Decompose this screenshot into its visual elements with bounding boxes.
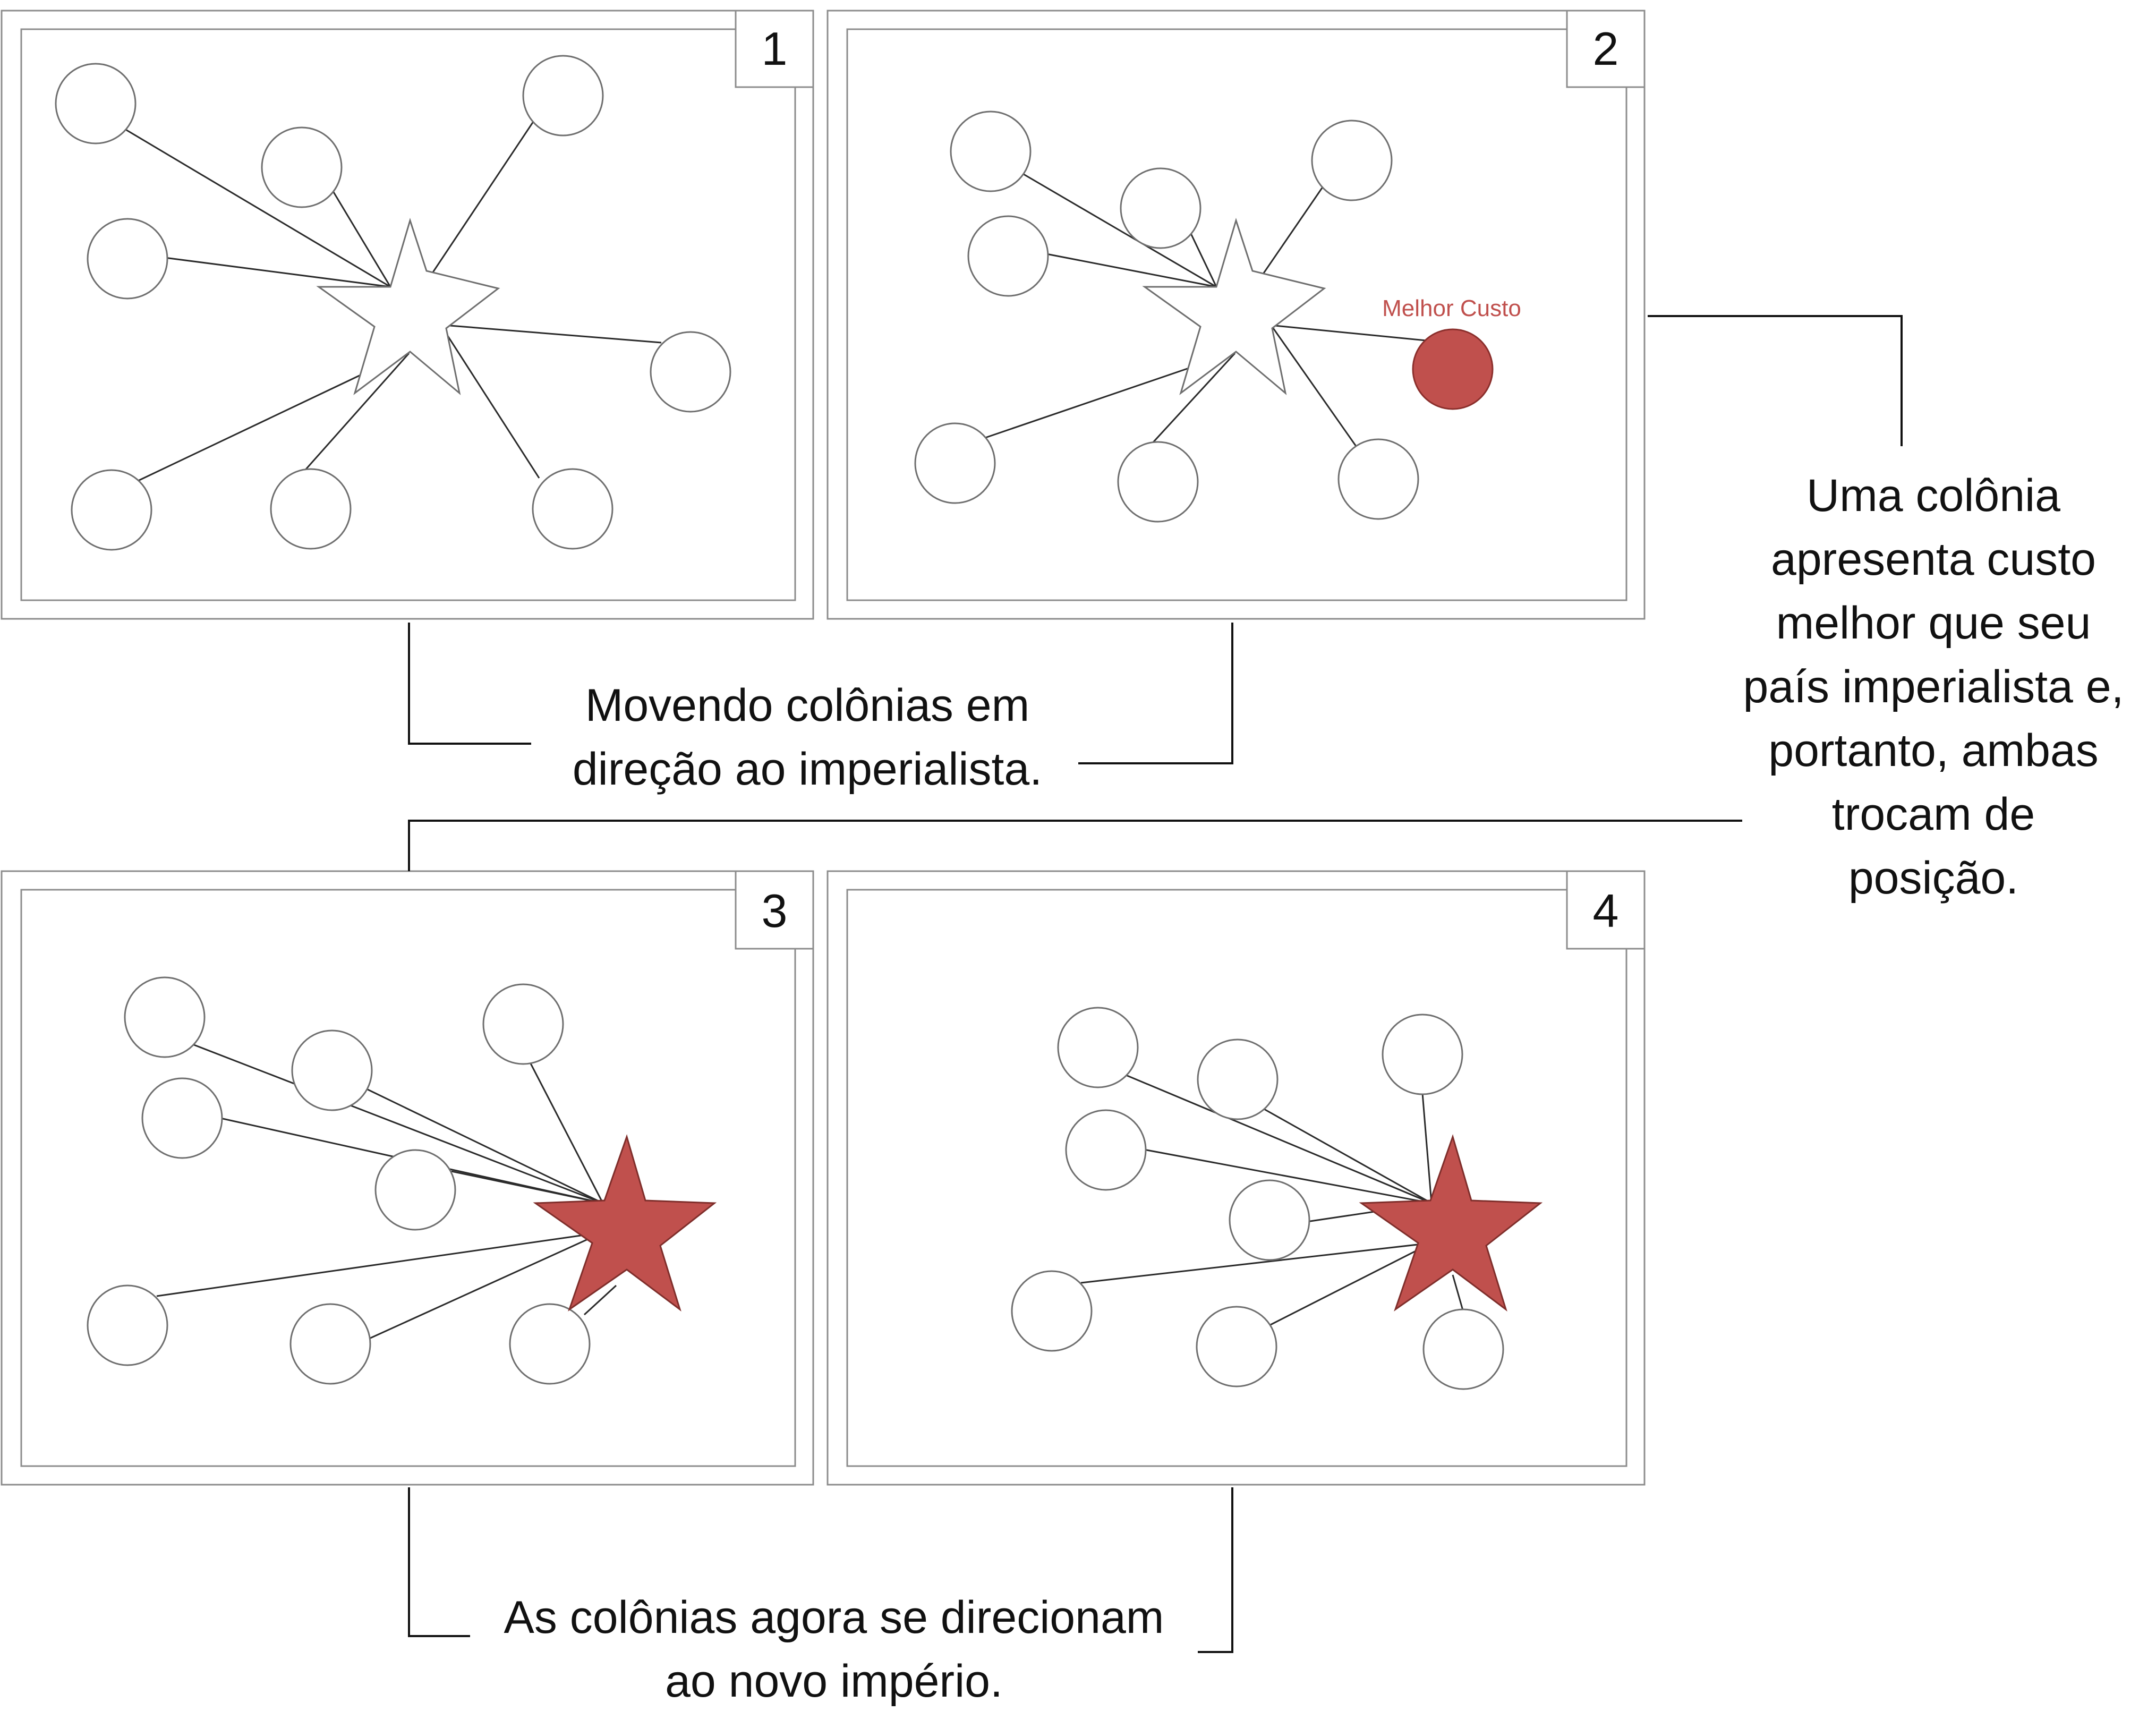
caption-new-empire-line-2: ao novo império. — [665, 1656, 1003, 1707]
panel-4-links — [1080, 1073, 1464, 1329]
panel-3: 3 — [1, 870, 814, 1486]
circle-icon — [1311, 120, 1393, 201]
caption-swap-line-5: portanto, ambas — [1768, 725, 2099, 776]
caption-swap-line-6: trocam de — [1831, 789, 2035, 840]
circle-icon — [71, 469, 152, 551]
circle-icon — [1117, 441, 1199, 523]
circle-icon — [291, 1029, 373, 1111]
caption-swap-line-2: apresenta custo — [1771, 534, 2096, 585]
caption-moving-line-1: Movendo colônias em — [585, 680, 1030, 731]
star-icon — [1142, 217, 1326, 395]
circle-icon — [1057, 1007, 1139, 1088]
caption-new-empire-line-1: As colônias agora se direcionam — [504, 1592, 1164, 1643]
caption-moving-colonies: Movendo colônias em direção ao imperiali… — [531, 674, 1084, 801]
circle-icon — [1422, 1308, 1504, 1390]
circle-icon — [141, 1077, 223, 1159]
panel-4-colonies — [1011, 1007, 1504, 1390]
connector-panel-2-right — [1648, 315, 1903, 446]
connector-panel-3-top — [408, 820, 1742, 871]
panel-2-number: 2 — [1593, 22, 1619, 75]
panel-4-number-box — [1566, 870, 1646, 950]
circle-icon — [1120, 167, 1201, 249]
panel-3-number-box — [735, 870, 814, 950]
caption-swap-line-4: país imperialista e, — [1743, 661, 2124, 712]
circle-icon — [914, 422, 996, 504]
connector-panel-1 — [408, 623, 531, 745]
panel-1-number-box — [735, 10, 814, 88]
best-cost-label: Melhor Custo — [1382, 295, 1521, 321]
panel-2: 2 Melhor Custo — [826, 10, 1646, 620]
caption-swap-line-7: posição. — [1848, 853, 2019, 904]
star-icon — [316, 217, 500, 395]
circle-icon — [1011, 1270, 1093, 1352]
connector-panel-2 — [1078, 623, 1233, 764]
caption-swap-line-3: melhor que seu — [1776, 598, 2091, 649]
circle-icon — [1337, 438, 1419, 520]
connector-panel-4-bottom — [1198, 1487, 1233, 1653]
circle-icon — [509, 1303, 591, 1385]
star-icon — [533, 1134, 717, 1312]
circle-icon — [1196, 1306, 1277, 1387]
panel-4-number: 4 — [1593, 884, 1619, 937]
callout-connectors — [408, 315, 1903, 1653]
circle-icon — [261, 126, 343, 208]
circle-icon — [532, 468, 613, 550]
circle-icon — [482, 983, 564, 1065]
circle-icon — [1065, 1109, 1147, 1191]
circle-icon — [650, 331, 731, 413]
caption-colony-swap: Uma colônia apresenta custo melhor que s… — [1721, 464, 2146, 910]
star-icon — [1359, 1134, 1543, 1312]
panel-2-colonies — [914, 110, 1494, 523]
panel-4: 4 — [826, 870, 1646, 1486]
caption-swap-line-1: Uma colônia — [1806, 470, 2060, 521]
panel-2-number-box — [1566, 10, 1646, 88]
circle-icon — [1382, 1014, 1463, 1095]
best-colony-circle-icon — [1412, 328, 1494, 410]
circle-icon — [1197, 1038, 1279, 1120]
caption-new-empire: As colônias agora se direcionam ao novo … — [467, 1586, 1200, 1713]
panel-1: 1 — [1, 10, 814, 620]
circle-icon — [270, 468, 352, 550]
circle-icon — [124, 976, 206, 1058]
circle-icon — [87, 1284, 168, 1366]
connector-panel-3-bottom — [408, 1487, 470, 1637]
panel-3-colonies — [87, 976, 591, 1385]
circle-icon — [950, 110, 1032, 192]
circle-icon — [967, 215, 1049, 297]
panel-3-number: 3 — [762, 884, 788, 937]
circle-icon — [87, 218, 168, 300]
panel-1-number: 1 — [762, 22, 788, 75]
circle-icon — [522, 55, 604, 137]
circle-icon — [55, 63, 137, 144]
circle-icon — [1229, 1179, 1310, 1261]
caption-moving-line-2: direção ao imperialista. — [572, 744, 1043, 795]
circle-icon — [289, 1303, 371, 1385]
panel-1-colonies — [55, 55, 731, 551]
circle-icon — [374, 1149, 456, 1231]
